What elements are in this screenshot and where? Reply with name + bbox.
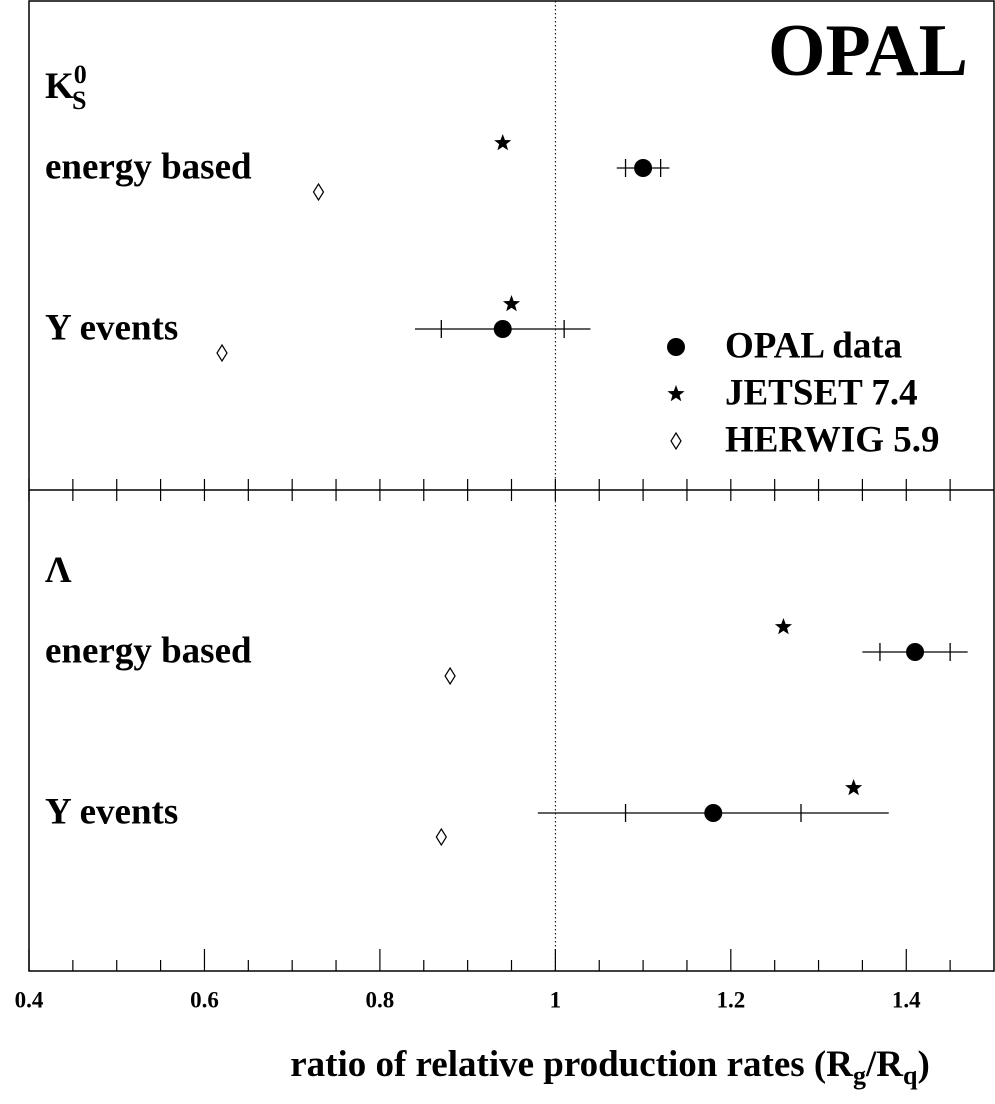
x-axis-label-part: ratio of relative production rates (R	[290, 1044, 854, 1085]
category-label: energy based	[45, 630, 252, 671]
x-axis-label-part: /R	[865, 1044, 904, 1085]
category-label: Y events	[45, 307, 178, 348]
legend-label: HERWIG 5.9	[725, 419, 940, 460]
x-tick-label: 1.4	[892, 987, 921, 1012]
x-axis-label-part: )	[917, 1044, 929, 1085]
panel-label-main: Λ	[45, 550, 72, 591]
data-point	[216, 343, 228, 363]
category-label: Y events	[45, 791, 178, 832]
x-axis-label-sub: g	[853, 1061, 866, 1090]
x-axis-label: ratio of relative production rates (Rg/R…	[290, 1044, 930, 1089]
x-tick-label: 1	[550, 987, 562, 1012]
legend-label: JETSET 7.4	[725, 372, 918, 413]
category-label: energy based	[45, 146, 252, 187]
data-point	[493, 320, 512, 338]
x-axis-label-sub: q	[903, 1061, 918, 1090]
x-tick-label: 0.4	[15, 987, 44, 1012]
data-point	[435, 827, 448, 847]
data-point	[444, 666, 456, 686]
data-point	[494, 134, 512, 151]
data-point	[845, 779, 863, 796]
data-point	[906, 643, 925, 661]
data-point	[312, 182, 325, 202]
x-tick-label: 1.2	[716, 987, 745, 1012]
data-point	[704, 804, 723, 822]
data-point	[502, 295, 521, 312]
panel-label: Λ	[45, 550, 72, 591]
chart-title: OPAL	[768, 10, 968, 92]
legend-marker	[667, 338, 685, 356]
panel-label-sub: S	[72, 86, 86, 115]
legend-marker	[667, 385, 685, 402]
x-tick-label: 0.8	[366, 987, 395, 1012]
data-point	[774, 618, 793, 635]
panel-label: K0 S	[45, 60, 87, 115]
x-tick-label: 0.6	[190, 987, 219, 1012]
legend-marker	[670, 431, 682, 451]
panel-label-sup: 0	[74, 60, 87, 89]
panel-label-main: K	[45, 66, 74, 107]
legend-label: OPAL data	[725, 325, 902, 366]
data-point	[634, 159, 653, 177]
